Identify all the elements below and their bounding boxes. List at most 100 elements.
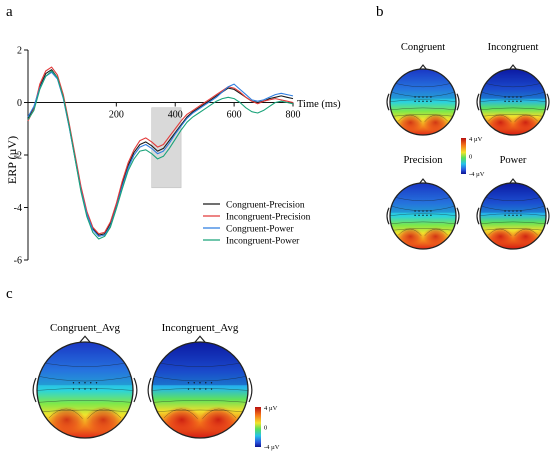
posterior-blob-right — [423, 113, 449, 132]
electrode-dot — [516, 100, 518, 103]
nose — [508, 64, 518, 71]
posterior-blob-left — [397, 113, 423, 132]
head-outline — [151, 341, 249, 439]
colorbar-c: 4 µV 0 -4 µV — [255, 405, 280, 451]
electrode-dot — [414, 210, 416, 212]
contour-line — [424, 228, 448, 236]
left-ear — [32, 377, 37, 403]
scalp-map: Incongruent — [476, 42, 550, 136]
topography-label: Power — [500, 155, 527, 166]
electrode-dot — [512, 96, 514, 98]
left-ear — [386, 93, 390, 111]
scalp-map: Incongruent_Avg — [147, 322, 253, 439]
right-ear — [456, 93, 460, 111]
electrode-dot — [430, 214, 432, 217]
electrode-dot — [187, 388, 190, 390]
electrode-dot — [504, 100, 506, 103]
colorbar-mid-label: 0 — [469, 154, 472, 161]
electrode-dot — [508, 214, 510, 217]
y-axis-label: ERP (µV) — [5, 136, 19, 184]
electrode-dot — [520, 210, 522, 212]
right-ear — [133, 377, 138, 403]
x-axis-label: Time (ms) — [297, 99, 341, 110]
electrode-dot — [187, 382, 190, 384]
electrode-dot — [193, 388, 195, 390]
electrode-dot — [426, 210, 428, 212]
erp-line-chart: -6 -4 -2 0 2 200 400 600 800 Time (ms) ERP (µV)… — [5, 46, 341, 267]
left-ear — [476, 93, 480, 111]
electrode-dot — [422, 96, 424, 98]
scalp-field — [480, 69, 546, 135]
contour-line — [480, 228, 546, 231]
contour-line — [398, 114, 422, 122]
electrode-dot — [504, 96, 506, 98]
contour-line — [488, 114, 512, 122]
right-ear — [546, 207, 550, 225]
contour-line — [37, 361, 133, 367]
contour-line — [390, 99, 456, 102]
electrode-dot — [418, 96, 420, 98]
y-tick-label: -2 — [14, 151, 22, 162]
topography-averages: Congruent_Avg Incongruent_Avg — [32, 322, 253, 439]
head-outline — [479, 68, 547, 136]
nose — [78, 335, 92, 344]
contour-line — [398, 228, 422, 236]
electrode-dot — [430, 210, 432, 212]
x-ticks: 200 400 600 800 — [109, 102, 301, 121]
contour-line — [152, 375, 248, 382]
contour-line — [48, 408, 83, 419]
electrode-dot — [90, 382, 92, 384]
electrode-dot — [72, 382, 75, 384]
contour-line — [163, 408, 198, 419]
electrode-dot — [512, 100, 514, 103]
electrode-dot — [520, 214, 522, 217]
posterior-blob-left — [48, 406, 85, 434]
posterior-blob-left — [487, 113, 513, 132]
head-outline — [36, 341, 134, 439]
y-tick-label: -6 — [14, 256, 22, 267]
scalp-map: Congruent_Avg — [32, 322, 138, 439]
contour-line — [37, 400, 133, 403]
colorbar-scale — [255, 407, 261, 447]
electrode-dot — [430, 96, 432, 98]
contour-line — [488, 228, 512, 236]
electrode-dot — [426, 100, 428, 103]
nose — [418, 64, 428, 71]
electrode-dot — [516, 96, 518, 98]
electrode-dot — [193, 382, 195, 384]
contour-line — [152, 361, 248, 367]
posterior-blob-right — [85, 406, 122, 434]
electrode-dot — [504, 214, 506, 217]
electrode-dot — [504, 210, 506, 212]
electrode-dot — [520, 96, 522, 98]
head-outline — [389, 68, 457, 136]
topography-label: Incongruent — [488, 42, 539, 53]
electrode-dot — [414, 214, 416, 217]
scalp-map: Congruent — [386, 42, 460, 136]
electrode-dot — [426, 96, 428, 98]
electrode-dot — [508, 96, 510, 98]
colorbar-min-label: -4 µV — [469, 171, 485, 178]
legend: Congruent-Precision Incongruent-Precision… — [203, 201, 311, 247]
contour-line — [152, 409, 248, 413]
left-ear — [476, 207, 480, 225]
posterior-blob-right — [200, 406, 237, 434]
electrode-dot — [414, 100, 416, 103]
legend-label: Incongruent-Power — [226, 237, 300, 247]
nose — [193, 335, 207, 344]
electrode-dot — [95, 382, 98, 384]
electrode-dot — [205, 382, 207, 384]
contour-line — [514, 228, 538, 236]
x-tick-label: 800 — [286, 110, 301, 121]
legend-label: Incongruent-Precision — [226, 213, 311, 223]
x-tick-label: 200 — [109, 110, 124, 121]
contour-line — [480, 99, 546, 102]
electrode-dot — [95, 388, 98, 390]
posterior-blob-right — [423, 227, 449, 246]
colorbar-scale — [461, 138, 466, 174]
series-line-incongruent-power — [27, 70, 294, 240]
electrode-dot — [78, 388, 80, 390]
topography-grid: Congruent Incongruent Precision Power — [386, 42, 550, 250]
topography-label: Congruent_Avg — [50, 322, 121, 334]
contour-line — [390, 221, 456, 225]
